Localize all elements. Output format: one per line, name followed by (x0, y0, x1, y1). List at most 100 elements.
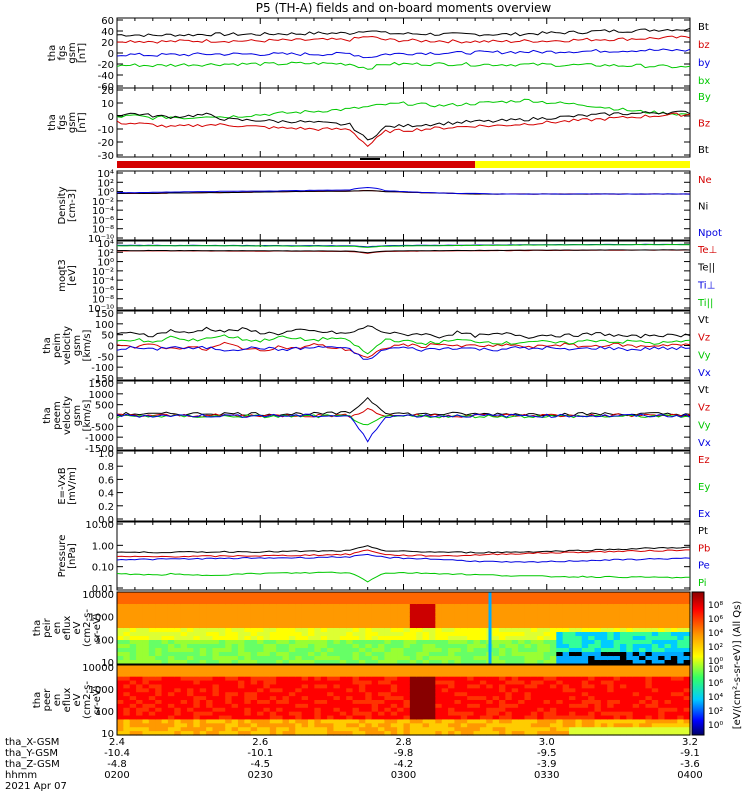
spectrogram-cell (136, 620, 144, 625)
spectrogram-cell (269, 616, 277, 621)
spectrogram-cell (123, 696, 131, 701)
spectrogram-cell (435, 652, 443, 657)
spectrogram-cell (288, 727, 296, 732)
spectrogram-cell (212, 723, 220, 728)
spectrogram-cell (384, 684, 392, 689)
spectrogram-cell (492, 707, 500, 713)
spectrogram-cell (670, 731, 678, 736)
spectrogram-cell (142, 719, 150, 724)
spectrogram-cell (537, 672, 545, 678)
spectrogram-cell (314, 660, 322, 665)
spectrogram-cell (492, 692, 500, 697)
spectrogram-cell (441, 668, 449, 674)
spectrogram-cell (441, 656, 449, 661)
spectrogram-cell (352, 652, 360, 657)
spectrogram-cell (454, 600, 462, 605)
spectrogram-cell (193, 624, 201, 629)
spectrogram-cell (518, 652, 526, 657)
spectrogram-cell (499, 692, 506, 697)
spectrogram-cell (505, 700, 513, 705)
spectrogram-cell (282, 731, 290, 736)
spectrogram-cell (626, 652, 634, 657)
spectrogram-cell (180, 707, 188, 713)
spectrogram-cell (594, 684, 602, 689)
spectrogram-cell (448, 632, 456, 637)
spectrogram-cell (683, 616, 691, 621)
spectrogram-cell (193, 723, 201, 728)
spectrogram-cell (543, 656, 551, 661)
spectrogram-cell (486, 684, 494, 689)
spectrogram-cell (409, 668, 417, 674)
spectrogram-cell (428, 612, 436, 617)
spectrogram-cell (123, 703, 131, 709)
spectrogram-cell (142, 600, 150, 605)
spectrogram-cell (575, 723, 583, 728)
spectrogram-cell (167, 731, 175, 736)
spectrogram-cell (645, 648, 653, 653)
spectrogram-cell (677, 644, 685, 649)
spectrogram-cell (435, 660, 443, 665)
spectrogram-cell (422, 688, 430, 693)
spectrogram-cell (683, 596, 691, 601)
spectrogram-cell (651, 652, 659, 657)
spectrogram-cell (231, 608, 239, 613)
spectrogram-cell (632, 700, 640, 705)
spectrogram-cell (403, 676, 411, 682)
spectrogram-cell (231, 668, 239, 674)
spectrogram-cell (524, 632, 532, 637)
spectrogram-cell (206, 648, 214, 653)
spectrogram-cell (390, 592, 398, 597)
spectrogram-cell (314, 596, 322, 601)
spectrogram-cell (295, 723, 303, 728)
spectrogram-cell (352, 632, 360, 637)
spectrogram-cell (511, 620, 519, 625)
spectrogram-cell (180, 680, 188, 686)
spectrogram-cell (333, 665, 341, 670)
spectrogram-cell (537, 680, 545, 686)
spectrogram-cell (225, 688, 233, 693)
spectrogram-cell (358, 703, 366, 709)
spectrogram-cell (677, 616, 685, 621)
spectrogram-cell (473, 680, 481, 686)
spectrogram-cell (518, 696, 526, 701)
spectrogram-cell (613, 692, 621, 697)
spectrogram-cell (212, 608, 220, 613)
spectrogram-cell (218, 711, 226, 717)
spectrogram-cell (677, 731, 685, 736)
spectrogram-cell (543, 660, 551, 665)
spectrogram-cell (155, 604, 163, 609)
spectrogram-cell (460, 608, 468, 613)
spectrogram-cell (193, 719, 201, 724)
spectrogram-cell (543, 684, 551, 689)
spectrogram-cell (397, 644, 405, 649)
spectrogram-cell (524, 727, 532, 732)
spectrogram-cell (409, 696, 417, 701)
spectrogram-cell (448, 628, 456, 633)
spectrogram-cell (511, 616, 519, 621)
spectrogram-cell (257, 727, 265, 732)
spectrogram-cell (645, 628, 653, 633)
spectrogram-cell (607, 648, 615, 653)
spectrogram-cell (664, 644, 672, 649)
spectrogram-cell (148, 688, 156, 693)
spectrogram-cell (479, 656, 487, 661)
spectrogram-cell (237, 696, 245, 701)
spectrogram-cell (454, 620, 462, 625)
y-tick-label: 0.8 (98, 462, 114, 473)
spectrogram-cell (199, 596, 207, 601)
spectrogram-cell (645, 644, 653, 649)
spectrogram-cell (518, 665, 526, 670)
spectrogram-cell (651, 727, 659, 732)
spectrogram-cell (549, 731, 557, 736)
spectrogram-cell (199, 700, 207, 705)
spectrogram-cell (206, 719, 214, 724)
spectrogram-cell (308, 612, 315, 617)
spectrogram-cell (632, 652, 640, 657)
spectrogram-cell (358, 707, 366, 713)
spectrogram-cell (492, 592, 500, 597)
spectrogram-cell (607, 700, 615, 705)
spectrogram-cell (276, 688, 284, 693)
spectrogram-cell (416, 656, 424, 661)
spectrogram-cell (473, 616, 481, 621)
spectrogram-cell (327, 672, 335, 678)
